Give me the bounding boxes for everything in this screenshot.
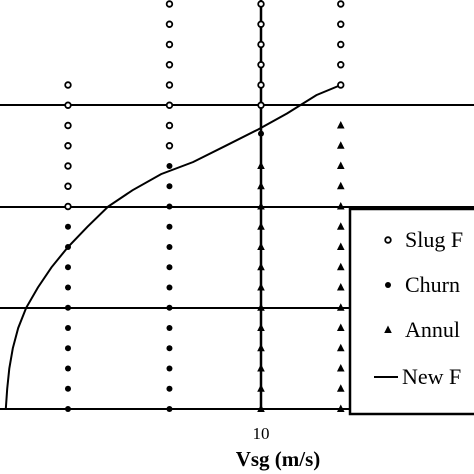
point-filled-circle-2 (64, 365, 71, 372)
point-open-circle-27 (165, 61, 174, 69)
x-axis-label: Vsg (m/s) (236, 447, 321, 471)
legend-marker-open-circle (384, 236, 392, 244)
point-filled-circle-20 (166, 203, 173, 210)
point-open-circle-44 (337, 61, 345, 69)
curve-layer (4, 84, 342, 410)
point-triangle-8 (257, 242, 265, 250)
point-filled-circle-0 (64, 406, 71, 412)
point-triangle-11 (257, 181, 265, 190)
point-triangle-20 (336, 262, 345, 271)
point-triangle-9 (257, 222, 265, 230)
point-filled-circle-11 (166, 385, 173, 392)
point-open-circle-30 (165, 0, 174, 8)
point-filled-circle-23 (258, 130, 264, 137)
point-triangle-26 (336, 141, 345, 149)
point-triangle-13 (336, 404, 345, 412)
data-points (64, 0, 345, 412)
point-filled-circle-7 (64, 264, 71, 271)
point-filled-circle-12 (166, 365, 173, 372)
legend-marker-triangle (384, 325, 392, 333)
point-open-circle-23 (165, 142, 174, 150)
point-open-circle-28 (165, 40, 174, 49)
point-filled-circle-19 (166, 223, 173, 230)
point-open-circle-46 (337, 20, 345, 28)
point-filled-circle-18 (166, 244, 173, 250)
new-model-curve (4, 84, 342, 410)
point-open-circle-17 (64, 182, 72, 190)
point-triangle-2 (257, 364, 265, 372)
point-filled-circle-21 (166, 183, 173, 190)
point-triangle-17 (336, 323, 345, 331)
point-triangle-27 (336, 121, 345, 129)
legend-label-2: Annul (405, 317, 460, 342)
point-triangle-23 (336, 202, 345, 210)
point-open-circle-18 (64, 162, 72, 170)
point-filled-circle-10 (166, 406, 173, 412)
point-filled-circle-8 (64, 244, 71, 250)
point-filled-circle-4 (64, 325, 71, 331)
legend-label-1: Churn (405, 272, 460, 297)
point-triangle-3 (257, 343, 265, 352)
point-open-circle-47 (337, 0, 345, 8)
point-triangle-1 (257, 384, 265, 392)
point-open-circle-34 (257, 101, 265, 109)
point-filled-circle-1 (64, 385, 71, 392)
point-filled-circle-9 (64, 223, 71, 230)
point-triangle-12 (257, 161, 265, 169)
point-filled-circle-13 (166, 345, 173, 352)
point-triangle-5 (257, 303, 265, 311)
point-filled-circle-14 (166, 325, 173, 331)
legend-box (348, 207, 474, 416)
point-triangle-19 (336, 283, 345, 291)
point-triangle-14 (336, 384, 345, 392)
point-triangle-15 (336, 364, 345, 372)
point-open-circle-16 (64, 202, 72, 211)
point-triangle-10 (257, 202, 265, 210)
point-filled-circle-16 (166, 284, 173, 291)
point-triangle-22 (336, 222, 345, 230)
legend: Slug F Churn Annul New F (348, 207, 474, 416)
point-open-circle-45 (337, 40, 345, 49)
point-open-circle-21 (64, 101, 72, 109)
point-open-circle-38 (257, 20, 265, 28)
point-triangle-16 (336, 343, 345, 352)
point-filled-circle-6 (64, 284, 71, 291)
point-triangle-25 (336, 161, 345, 169)
point-open-circle-25 (165, 101, 174, 109)
legend-label-3: New F (402, 364, 461, 389)
point-filled-circle-15 (166, 304, 173, 311)
point-filled-circle-17 (166, 264, 173, 271)
point-triangle-0 (257, 404, 265, 412)
point-open-circle-26 (165, 81, 174, 89)
x-tick-label-0: 10 (253, 424, 270, 443)
point-open-circle-20 (64, 121, 72, 130)
legend-marker-filled-circle (385, 282, 391, 288)
point-open-circle-24 (165, 121, 174, 130)
point-filled-circle-5 (64, 304, 71, 311)
point-open-circle-39 (257, 0, 265, 8)
point-filled-circle-22 (166, 163, 173, 169)
point-open-circle-35 (257, 81, 265, 89)
point-triangle-18 (336, 303, 345, 311)
point-open-circle-43 (337, 81, 345, 89)
x-tick-labels: 10 (253, 424, 270, 443)
point-triangle-6 (257, 283, 265, 291)
point-filled-circle-3 (64, 345, 71, 352)
point-triangle-21 (336, 242, 345, 250)
point-triangle-4 (257, 323, 265, 331)
legend-label-0: Slug F (405, 227, 463, 252)
point-triangle-24 (336, 181, 345, 190)
point-open-circle-37 (257, 40, 265, 49)
point-open-circle-22 (64, 81, 72, 89)
point-open-circle-19 (64, 142, 72, 150)
point-triangle-7 (257, 262, 265, 271)
point-open-circle-36 (257, 61, 265, 69)
point-open-circle-29 (165, 20, 174, 28)
